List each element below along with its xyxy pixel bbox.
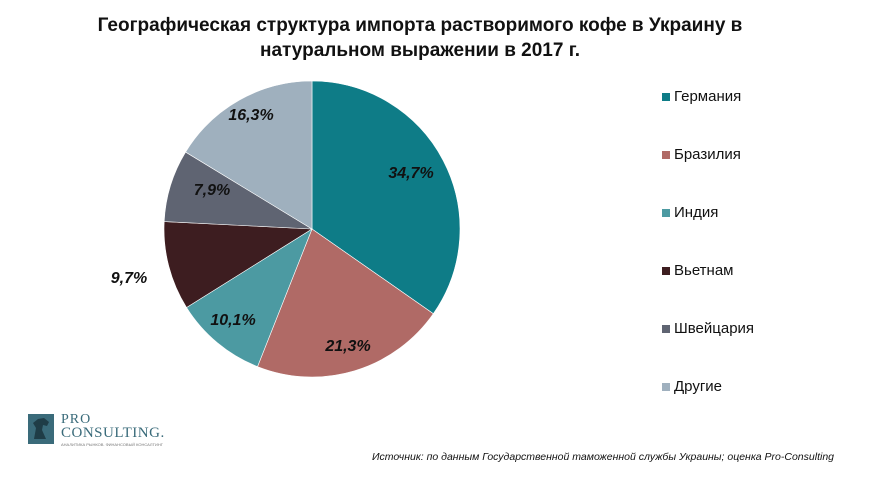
pie-data-label-2: 21,3% — [324, 338, 370, 355]
pie-data-label-4: 9,7% — [111, 270, 147, 287]
pro-consulting-logo: PRO CONSULTING. АНАЛИТИКА РЫНКОВ. ФИНАНС… — [28, 412, 198, 452]
logo-text-pro: PRO — [61, 412, 92, 427]
pie-data-label-3: 10,1% — [210, 312, 255, 329]
legend-item-3: Индия — [662, 204, 872, 262]
pie-slice-6 — [185, 80, 313, 230]
chart-title-line-1: Географическая структура импорта раствор… — [97, 15, 743, 36]
pie-data-label-1: 34,7% — [388, 165, 433, 182]
legend-swatch — [662, 267, 670, 275]
chart-legend: Германия Бразилия Индия Вьетнам Швейцария Дру… — [662, 88, 872, 436]
legend-item-2: Бразилия — [662, 146, 872, 204]
pie-data-label-6: 16,3% — [228, 107, 273, 124]
logo-tagline: АНАЛИТИКА РЫНКОВ. ФИНАНСОВЫЙ КОНСАЛТИНГ — [61, 442, 163, 447]
chart-title-line-2: натуральном выражении в 2017 г. — [259, 40, 580, 61]
pie-slice-1 — [311, 80, 461, 315]
pie-slice-3 — [186, 228, 313, 367]
legend-swatch — [662, 383, 670, 391]
legend-swatch — [662, 93, 670, 101]
legend-label: Индия — [674, 204, 719, 221]
legend-swatch — [662, 151, 670, 159]
legend-item-4: Вьетнам — [662, 262, 872, 320]
pie-data-label-5: 7,9% — [194, 182, 230, 199]
legend-label: Бразилия — [674, 146, 741, 163]
legend-item-6: Другие — [662, 378, 872, 436]
horse-logo-icon — [28, 414, 54, 444]
legend-label: Германия — [674, 88, 742, 105]
legend-item-1: Германия — [662, 88, 872, 146]
pie-slice-2 — [257, 228, 434, 378]
pie-slice-4 — [163, 221, 313, 308]
legend-label: Другие — [674, 378, 723, 395]
legend-item-5: Швейцария — [662, 320, 872, 378]
legend-swatch — [662, 209, 670, 217]
chart-title: Географическая структура импорта раствор… — [30, 13, 810, 63]
legend-label: Вьетнам — [674, 262, 734, 279]
legend-swatch — [662, 325, 670, 333]
logo-text-consulting: CONSULTING. — [61, 425, 165, 441]
source-note: Источник: по данным Государственной тамо… — [372, 451, 834, 463]
legend-label: Швейцария — [674, 320, 755, 337]
